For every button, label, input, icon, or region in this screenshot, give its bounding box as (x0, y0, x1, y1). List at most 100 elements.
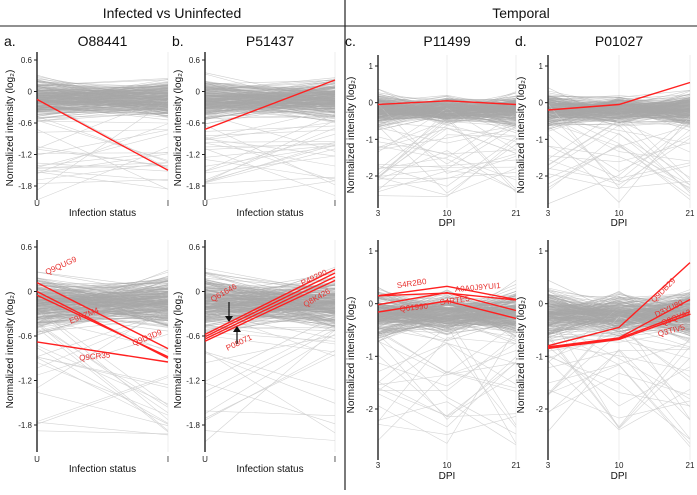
panel-title: P11499 (423, 33, 470, 49)
x-tick-label: 10 (615, 461, 624, 470)
y-tick-label: 0 (539, 300, 544, 309)
y-tick-label: 1 (539, 247, 544, 256)
x-tick-label: I (167, 455, 169, 464)
x-tick-label: 10 (615, 209, 624, 218)
y-tick-label: 0.6 (21, 56, 33, 65)
background-protein-line (205, 355, 335, 419)
series-label: Q9QUG9 (44, 254, 79, 276)
y-tick-label: -0.6 (186, 119, 200, 128)
y-axis-label: Normalized intensity (log₂) (5, 70, 16, 187)
y-axis-label: Normalized intensity (log₂) (516, 297, 527, 414)
y-tick-label: 0 (196, 88, 201, 97)
background-protein-line (37, 377, 168, 424)
y-tick-label: -1 (366, 352, 374, 361)
y-tick-label: -1 (536, 352, 544, 361)
background-protein-line (37, 117, 168, 162)
y-tick-label: -1.8 (18, 182, 32, 191)
x-axis-label: DPI (439, 218, 456, 229)
y-axis-label: Normalized intensity (log₂) (173, 70, 184, 187)
background-protein-line (37, 357, 168, 388)
panel-title: P01027 (595, 33, 643, 49)
y-tick-label: 0 (539, 99, 544, 108)
y-tick-label: -2 (536, 172, 544, 181)
series-label: Q9CR35 (79, 350, 111, 362)
chart-panel-a-bottom: 0.6 0 -0.6 -1.2 -1.8 U I Infection status Normal… (5, 240, 169, 475)
x-axis-label: Infection status (69, 464, 136, 475)
x-tick-label: 21 (512, 209, 521, 218)
panel-letter: d. (515, 33, 527, 49)
background-protein-line (205, 383, 335, 424)
series-label: P08071 (225, 333, 254, 353)
x-axis-label: DPI (611, 471, 628, 482)
header-infected-vs-uninfected: Infected vs Uninfected (103, 5, 242, 21)
y-tick-label: 0.6 (21, 243, 33, 252)
y-tick-label: 0 (196, 288, 201, 297)
y-tick-label: 1 (369, 62, 374, 71)
x-tick-label: 10 (443, 209, 452, 218)
background-protein-line (37, 422, 168, 435)
x-tick-label: I (334, 199, 336, 208)
x-tick-label: U (202, 199, 208, 208)
background-protein-lines (37, 75, 168, 200)
y-tick-label: 0 (369, 99, 374, 108)
x-tick-label: 21 (512, 461, 521, 470)
background-protein-line (37, 130, 168, 155)
y-axis-label: Normalized intensity (log₂) (346, 77, 357, 194)
y-axis-label: Normalized intensity (log₂) (516, 77, 527, 194)
background-protein-line (205, 411, 335, 416)
y-tick-label: -1.2 (186, 151, 200, 160)
panel-letter: b. (172, 33, 184, 49)
y-tick-label: 0.6 (189, 56, 201, 65)
background-protein-line (205, 181, 335, 200)
y-tick-label: -1.8 (186, 421, 200, 430)
background-protein-line (37, 357, 168, 385)
y-tick-label: -1 (536, 135, 544, 144)
background-protein-line (37, 170, 168, 181)
y-tick-label: -2 (366, 405, 374, 414)
y-tick-label: 1 (369, 247, 374, 256)
x-tick-label: 3 (546, 461, 551, 470)
y-tick-label: -1.2 (186, 377, 200, 386)
x-tick-label: U (34, 455, 40, 464)
background-protein-line (205, 177, 335, 183)
background-protein-line (205, 352, 335, 390)
background-protein-lines (205, 73, 335, 200)
x-axis-label: DPI (439, 471, 456, 482)
x-tick-label: 21 (686, 209, 695, 218)
background-protein-line (205, 431, 335, 441)
x-axis-label: DPI (611, 218, 628, 229)
y-tick-label: 1 (539, 62, 544, 71)
background-protein-line (205, 156, 335, 173)
background-protein-line (205, 121, 335, 183)
y-tick-label: 0 (28, 88, 33, 97)
x-tick-label: U (202, 455, 208, 464)
y-tick-label: -2 (366, 172, 374, 181)
panel-title: O88441 (78, 33, 128, 49)
background-protein-line (37, 392, 168, 425)
y-axis-label: Normalized intensity (log₂) (173, 292, 184, 409)
x-tick-label: I (334, 455, 336, 464)
y-tick-label: 0 (369, 300, 374, 309)
y-axis-label: Normalized intensity (log₂) (5, 292, 16, 409)
x-axis-label: Infection status (236, 208, 303, 219)
panel-letter: c. (345, 33, 356, 49)
panel-letter: a. (4, 33, 16, 49)
x-tick-label: 3 (376, 461, 381, 470)
y-axis-label: Normalized intensity (log₂) (346, 297, 357, 414)
x-tick-label: 21 (686, 461, 695, 470)
x-tick-label: 3 (546, 209, 551, 218)
header-temporal: Temporal (492, 5, 550, 21)
panel-title: P51437 (246, 33, 294, 49)
y-tick-label: -1.2 (18, 377, 32, 386)
y-tick-label: -2 (536, 405, 544, 414)
y-tick-label: -0.6 (18, 332, 32, 341)
y-tick-label: -1.8 (18, 421, 32, 430)
background-protein-line (37, 431, 168, 434)
x-axis-label: Infection status (236, 464, 303, 475)
y-tick-label: 0 (28, 288, 33, 297)
